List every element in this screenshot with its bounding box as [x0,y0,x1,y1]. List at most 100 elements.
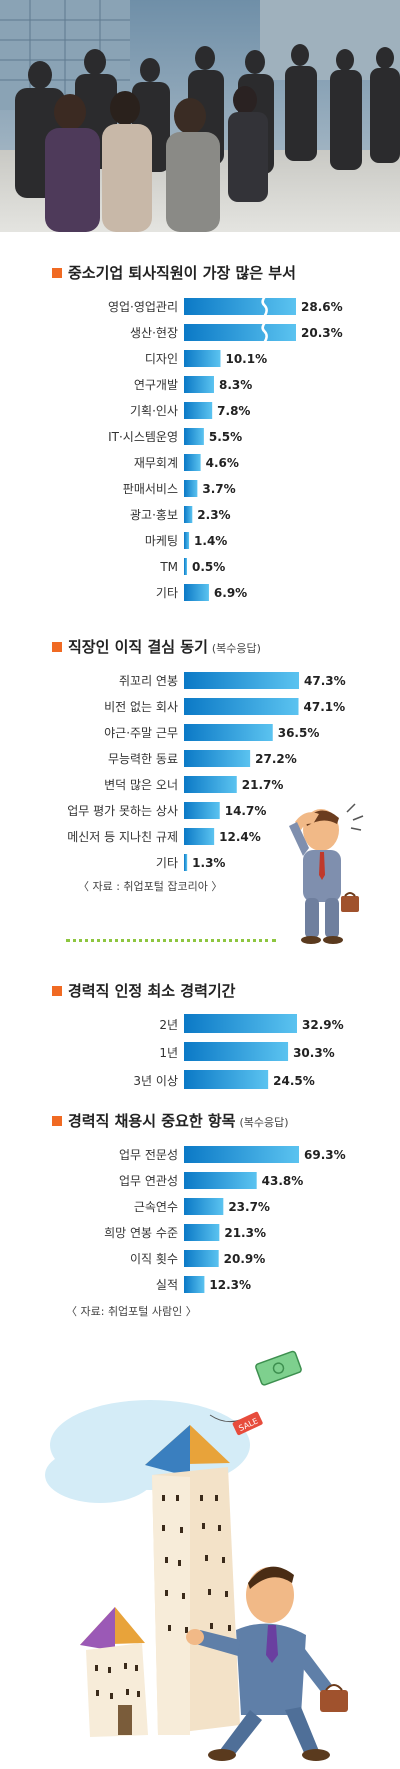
section-3-title-text: 경력직 인정 최소 경력기간 [68,982,236,1000]
value-label: 6.9% [214,586,247,600]
category-label: 기타 [156,856,178,870]
section-2-title-text: 직장인 이직 결심 동기 [68,638,208,656]
worried-businessman-icon [289,803,364,944]
value-label: 1.3% [192,856,225,870]
bar-5 [184,776,237,793]
section-4-title-text: 경력직 채용시 중요한 항목 [68,1112,236,1130]
bar-10 [184,532,190,549]
category-label: IT·시스템운영 [108,430,178,444]
axis-break-mark [261,296,268,317]
section-4-title: 경력직 채용시 중요한 항목 (복수응답) [52,1110,289,1131]
bar-7 [184,828,215,845]
source-jobkorea: 〈 자료 : 취업포털 잡코리아 〉 [78,880,223,893]
chart-departments: 영업·영업관리 28.6% 생산·현장 20.3% 디자인 10.1% 연구개발 8.3% 기획… [108,296,343,601]
bar-3 [184,724,273,741]
bar-5 [184,1250,219,1267]
bar-4 [184,750,251,767]
section-2-note: (복수응답) [211,642,261,655]
category-label: 업무 평가 못하는 상사 [67,804,178,818]
section-4-note: (복수응답) [239,1116,289,1129]
section-1-title-text: 중소기업 퇴사직원이 가장 많은 부서 [68,264,296,282]
bar-2 [184,1042,289,1061]
bar-12 [184,584,209,601]
category-label: 야근·주말 근무 [104,726,178,740]
value-label: 43.8% [262,1174,304,1188]
value-label: 4.6% [206,456,239,470]
category-label: 2년 [159,1018,178,1032]
bar-6 [184,802,220,819]
category-label: 메신저 등 지나친 규제 [67,830,178,844]
dotted-divider [66,939,276,942]
section-2-title: 직장인 이직 결심 동기 (복수응답) [52,636,261,657]
category-label: 광고·홍보 [130,508,178,522]
bullet-square-icon [52,986,62,996]
businessman-walking-buildings-icon: SALE [45,1350,348,1761]
category-label: 무능력한 동료 [108,752,178,766]
bar-8 [184,854,188,871]
bar-3 [184,1070,269,1089]
chart-job-change-motives: 쥐꼬리 연봉 47.3% 비전 없는 회사 47.1% 야근·주말 근무 36.5% 무능력… [67,672,346,871]
value-label: 12.3% [209,1278,251,1292]
value-label: 28.6% [301,300,343,314]
chart-min-career: 2년 32.9% 1년 30.3% 3년 이상 24.5% [133,1014,344,1089]
axis-break-mark [261,322,268,343]
commuters-photo [0,0,400,232]
category-label: 연구개발 [134,378,178,392]
category-label: 1년 [159,1046,178,1060]
value-label: 8.3% [219,378,252,392]
bullet-square-icon [52,642,62,652]
bar-7 [184,454,201,471]
value-label: 47.3% [304,674,346,688]
bar-5 [184,402,213,419]
value-label: 20.9% [224,1252,266,1266]
value-label: 20.3% [301,326,343,340]
bar-11 [184,558,187,575]
category-label: 쥐꼬리 연봉 [119,674,178,688]
category-label: 업무 전문성 [119,1148,178,1162]
value-label: 21.7% [242,778,284,792]
value-label: 69.3% [304,1148,346,1162]
bar-2 [184,324,296,341]
bar-2 [184,1172,257,1189]
category-label: 이직 횟수 [130,1252,178,1266]
bar-9 [184,506,193,523]
bar-8 [184,480,198,497]
category-label: 변덕 많은 오너 [104,778,178,792]
bar-4 [184,1224,220,1241]
category-label: 비전 없는 회사 [104,700,178,714]
category-label: 희망 연봉 수준 [104,1226,178,1240]
bar-6 [184,1276,205,1293]
category-label: 실적 [156,1278,178,1292]
category-label: 기획·인사 [130,404,178,418]
category-label: 재무회계 [134,456,178,470]
category-label: 디자인 [145,352,178,366]
value-label: 2.3% [197,508,230,522]
value-label: 27.2% [255,752,297,766]
bar-1 [184,1014,297,1033]
value-label: 5.5% [209,430,242,444]
bar-6 [184,428,204,445]
category-label: TM [159,560,178,574]
bullet-square-icon [52,268,62,278]
category-label: 마케팅 [145,534,178,548]
category-label: 3년 이상 [133,1074,178,1088]
value-label: 3.7% [202,482,235,496]
bar-1 [184,298,296,315]
category-label: 업무 연관성 [119,1174,178,1188]
value-label: 36.5% [278,726,320,740]
bar-3 [184,350,221,367]
source-saramin: 〈 자료: 취업포털 사람인 〉 [66,1305,197,1318]
chart-hiring-factors: 업무 전문성 69.3% 업무 연관성 43.8% 근속연수 23.7% 희망 연봉 수준 2… [104,1146,346,1293]
value-label: 7.8% [217,404,250,418]
category-label: 기타 [156,586,178,600]
bar-2 [184,698,299,715]
value-label: 21.3% [224,1226,266,1240]
value-label: 24.5% [273,1074,315,1088]
value-label: 10.1% [225,352,267,366]
value-label: 1.4% [194,534,227,548]
value-label: 23.7% [228,1200,270,1214]
category-label: 판매서비스 [123,482,178,496]
value-label: 32.9% [302,1018,344,1032]
category-label: 근속연수 [134,1200,178,1214]
value-label: 0.5% [192,560,225,574]
